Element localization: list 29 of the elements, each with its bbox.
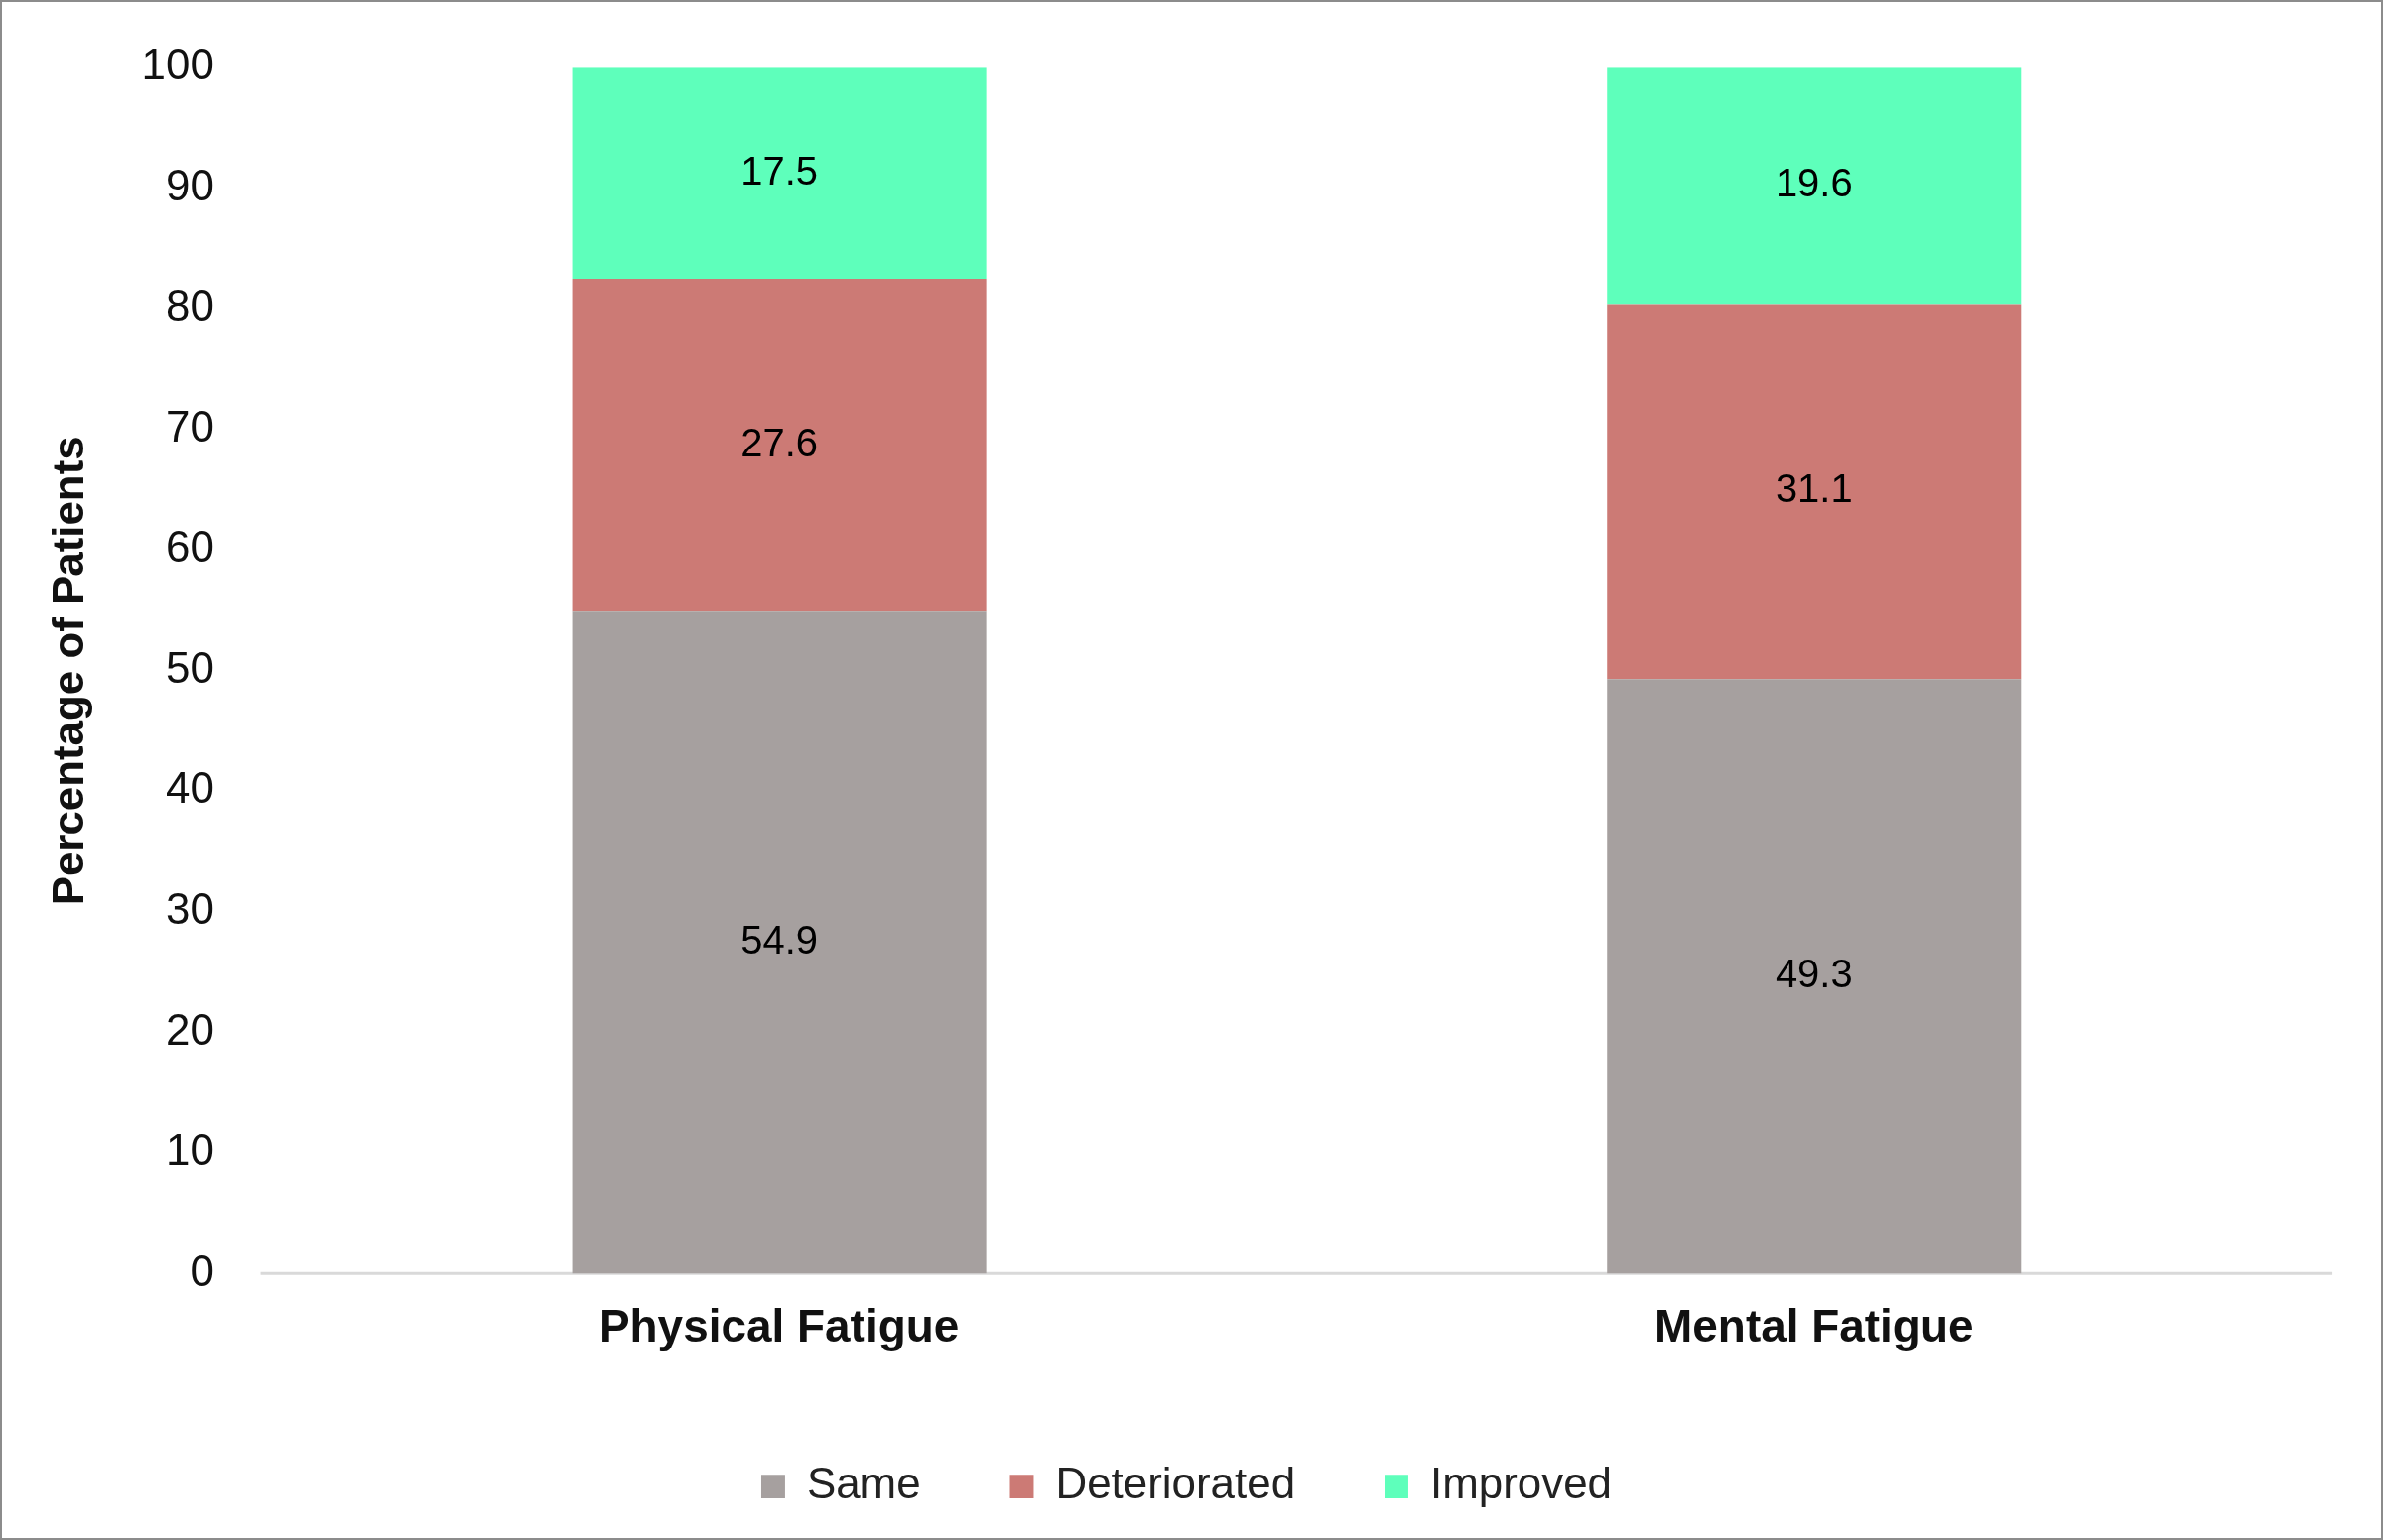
legend-label: Improved xyxy=(1429,1459,1612,1508)
data-label: 17.5 xyxy=(740,148,818,192)
bar xyxy=(572,67,987,279)
y-tick-label: 50 xyxy=(166,642,214,692)
y-tick-label: 20 xyxy=(166,1004,214,1054)
y-tick-label: 30 xyxy=(166,884,214,934)
data-label: 19.6 xyxy=(1775,161,1853,205)
y-tick-label: 80 xyxy=(166,281,214,330)
data-label: 31.1 xyxy=(1775,466,1853,511)
bar xyxy=(1607,679,2022,1274)
y-axis-title: Percentage of Patients xyxy=(44,436,93,906)
bar xyxy=(572,278,987,612)
y-tick-label: 0 xyxy=(190,1245,214,1295)
x-tick-label: Mental Fatigue xyxy=(1655,1299,1974,1351)
data-label: 54.9 xyxy=(740,917,818,962)
data-label: 27.6 xyxy=(740,420,818,464)
legend-label: Same xyxy=(806,1459,921,1508)
legend-label: Deteriorated xyxy=(1055,1459,1296,1508)
bar xyxy=(572,611,987,1274)
bar xyxy=(1607,304,2022,680)
y-tick-label: 100 xyxy=(141,40,214,89)
y-tick-label: 10 xyxy=(166,1125,214,1175)
y-tick-label: 70 xyxy=(166,401,214,450)
y-tick-label: 40 xyxy=(166,763,214,813)
data-label: 49.3 xyxy=(1775,951,1853,995)
x-tick-label: Physical Fatigue xyxy=(598,1299,960,1351)
bar xyxy=(1607,67,2022,305)
y-tick-label: 90 xyxy=(166,160,214,209)
y-tick-label: 60 xyxy=(166,522,214,572)
